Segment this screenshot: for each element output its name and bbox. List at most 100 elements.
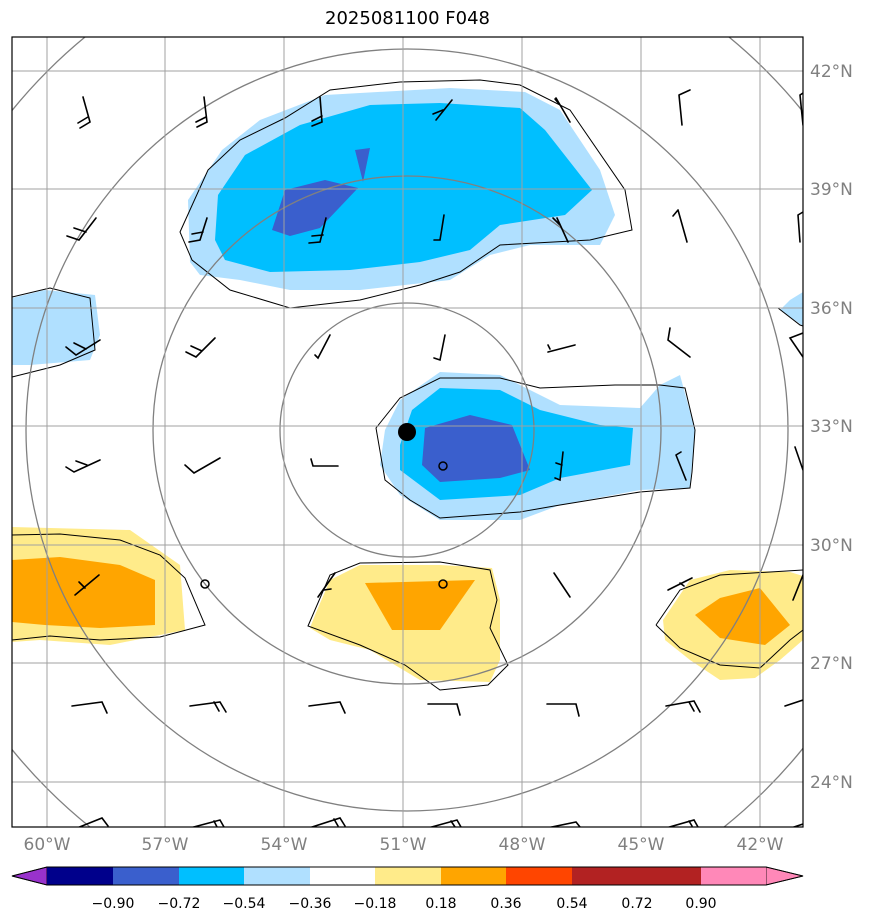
colorbar-tick-label: −0.18 [354,896,397,912]
wind-barb [792,574,803,601]
wind-barb [675,451,687,481]
colorbar-tick-label: −0.54 [223,896,266,912]
wind-barb [311,96,323,127]
wind-barb [190,819,225,827]
wind-barb [74,574,100,596]
lon-label: 45°W [618,835,665,855]
lon-label: 57°W [142,835,189,855]
negative-field-west [12,290,100,365]
wind-barb [554,97,571,123]
lat-label: 27°N [810,654,853,674]
lat-label: 39°N [810,180,853,200]
wind-barb [794,446,803,471]
wind-barb [432,99,453,121]
colorbar-bin [701,867,766,885]
colorbar-extend-low [11,866,48,886]
colorbar-bin [375,867,441,885]
lat-label: 30°N [810,536,853,556]
colorbar-tick-label: 0.54 [556,896,587,912]
lat-label: 24°N [810,773,853,793]
wind-barb [77,96,91,129]
wind-barb [667,327,691,358]
wind-barb [552,217,569,243]
longitude-labels: 60°W 57°W 54°W 51°W 48°W 45°W 42°W [24,835,784,855]
lat-label: 33°N [810,417,853,437]
colorbar-tick-label: −0.72 [158,896,201,912]
wind-barb [427,703,461,716]
colorbar-bin [441,867,506,885]
wind-barb [672,209,688,243]
colorbar-bin [244,867,310,885]
wind-barb [546,703,580,717]
positive-field-center [310,565,500,682]
wind-barb [547,821,581,827]
colorbar-bin [506,867,572,885]
wind-barb [308,701,346,714]
station-marker [438,461,448,471]
lon-label: 54°W [261,835,308,855]
colorbar-extend-high [765,866,804,886]
colorbar-bin [113,867,179,885]
wind-barb [791,823,803,827]
wind-barb [547,344,576,353]
wind-barb [314,334,331,360]
colorbar-bin [637,867,701,885]
lon-label: 51°W [380,835,427,855]
chart-title: 2025081100 F048 [325,8,490,29]
colorbar-tick-label: 0.90 [685,896,716,912]
wind-barb [317,572,336,598]
positive-field-east [663,570,803,680]
negative-field-east [780,292,803,326]
wind-barb [553,572,571,598]
wind-barb [784,699,803,707]
wind-barb [665,700,701,713]
storm-center-marker [398,423,416,441]
wind-barb [184,457,221,474]
colorbar-bin [310,867,375,885]
map-frame [11,36,804,828]
lon-label: 60°W [24,835,71,855]
wind-barb [678,89,691,126]
colorbar-bin [47,867,113,885]
colorbar-tick-label: −0.90 [92,896,135,912]
lat-label: 36°N [810,299,853,319]
colorbar-tick-label: −0.36 [289,896,332,912]
colorbar-bin [179,867,244,885]
wind-barb [433,214,445,241]
colorbar-tick-label: 0.36 [490,896,521,912]
colorbar-outline [11,866,804,886]
wind-barb [189,701,227,713]
negative-field-center [380,372,695,520]
wind-barb [554,451,564,482]
contour-lines [12,79,803,691]
wind-barb [667,577,693,591]
lon-label: 42°W [737,835,784,855]
wind-barb [185,337,216,358]
colorbar-tick-label: 0.18 [425,896,456,912]
wind-barb [65,339,101,356]
wind-barb [428,819,462,827]
colorbar: −0.90 −0.72 −0.54 −0.36 −0.18 0.18 0.36 … [11,866,804,912]
lon-label: 48°W [499,835,546,855]
wind-barb [77,817,109,827]
wind-barb [309,817,346,827]
colorbar-tick-label: 0.72 [621,896,652,912]
wind-barbs [65,89,803,827]
colorbar-bin [572,867,637,885]
wind-barb [65,459,101,473]
wind-barb [195,96,208,128]
latitude-labels: 42°N 39°N 36°N 33°N 30°N 27°N 24°N [810,62,853,793]
station-marker [200,579,210,589]
wind-barb [71,701,108,714]
wind-barb [308,217,327,244]
wind-barb [788,332,803,358]
positive-field-west [12,527,185,645]
wind-barb [666,819,699,827]
wind-barb [188,217,208,243]
wind-barb [797,211,803,243]
wind-barb [433,334,446,362]
wind-barb [310,458,339,467]
